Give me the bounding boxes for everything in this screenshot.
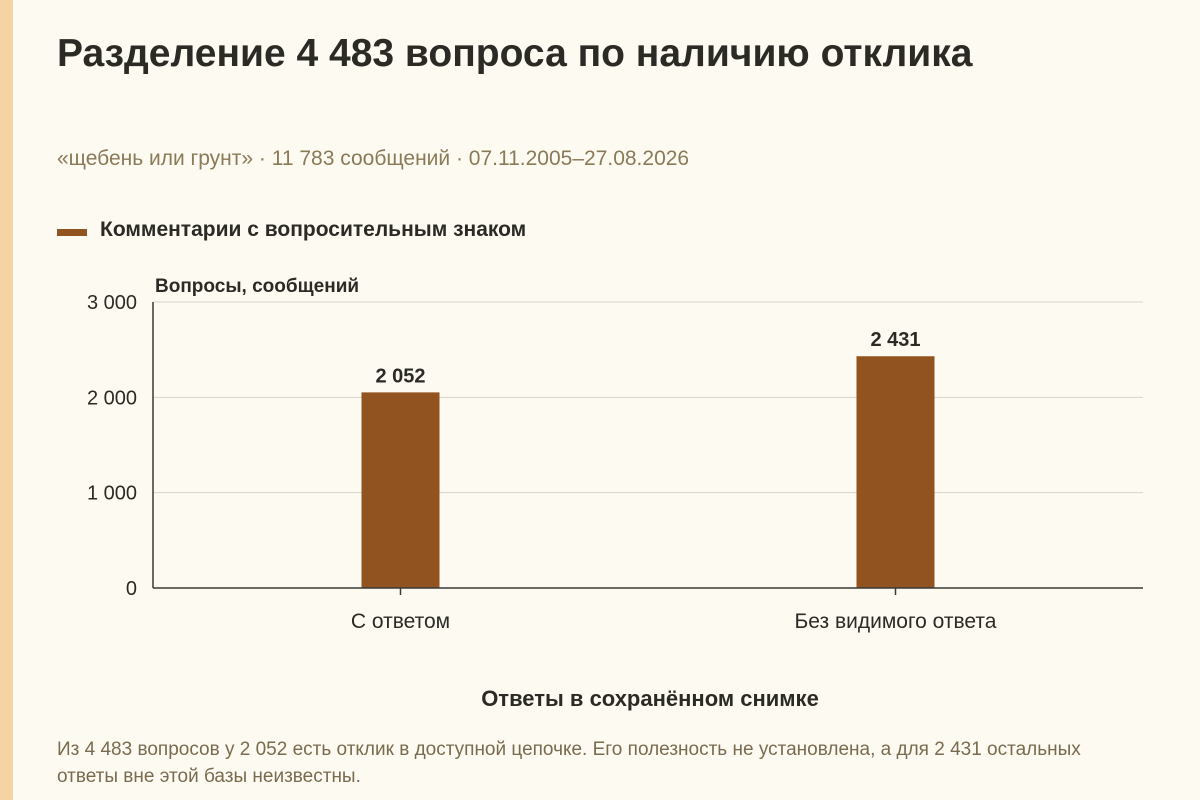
bar bbox=[361, 392, 440, 588]
x-axis-title: Ответы в сохранённом снимке bbox=[481, 686, 819, 711]
bar-value-label: 2 431 bbox=[870, 329, 920, 351]
legend-swatch bbox=[57, 229, 87, 236]
y-axis-title: Вопросы, сообщений bbox=[155, 276, 359, 297]
bar bbox=[856, 356, 935, 588]
chart-subtitle: «щебень или грунт» · 11 783 сообщений · … bbox=[57, 147, 690, 170]
legend: Комментарии с вопросительным знаком bbox=[57, 218, 526, 242]
left-accent-strip bbox=[0, 0, 13, 800]
y-tick-label: 1 000 bbox=[87, 483, 137, 505]
bar-value-label: 2 052 bbox=[375, 365, 425, 387]
chart-title: Разделение 4 483 вопроса по наличию откл… bbox=[57, 32, 973, 75]
legend-label: Комментарии с вопросительным знаком bbox=[100, 218, 527, 241]
x-tick-label: С ответом bbox=[351, 610, 450, 633]
y-tick-label: 2 000 bbox=[87, 387, 137, 409]
y-tick-label: 3 000 bbox=[87, 292, 137, 314]
x-tick-label: Без видимого ответа bbox=[795, 610, 997, 633]
y-tick-label: 0 bbox=[126, 578, 137, 600]
footnote: Из 4 483 вопросов у 2 052 есть отклик в … bbox=[57, 739, 1081, 787]
